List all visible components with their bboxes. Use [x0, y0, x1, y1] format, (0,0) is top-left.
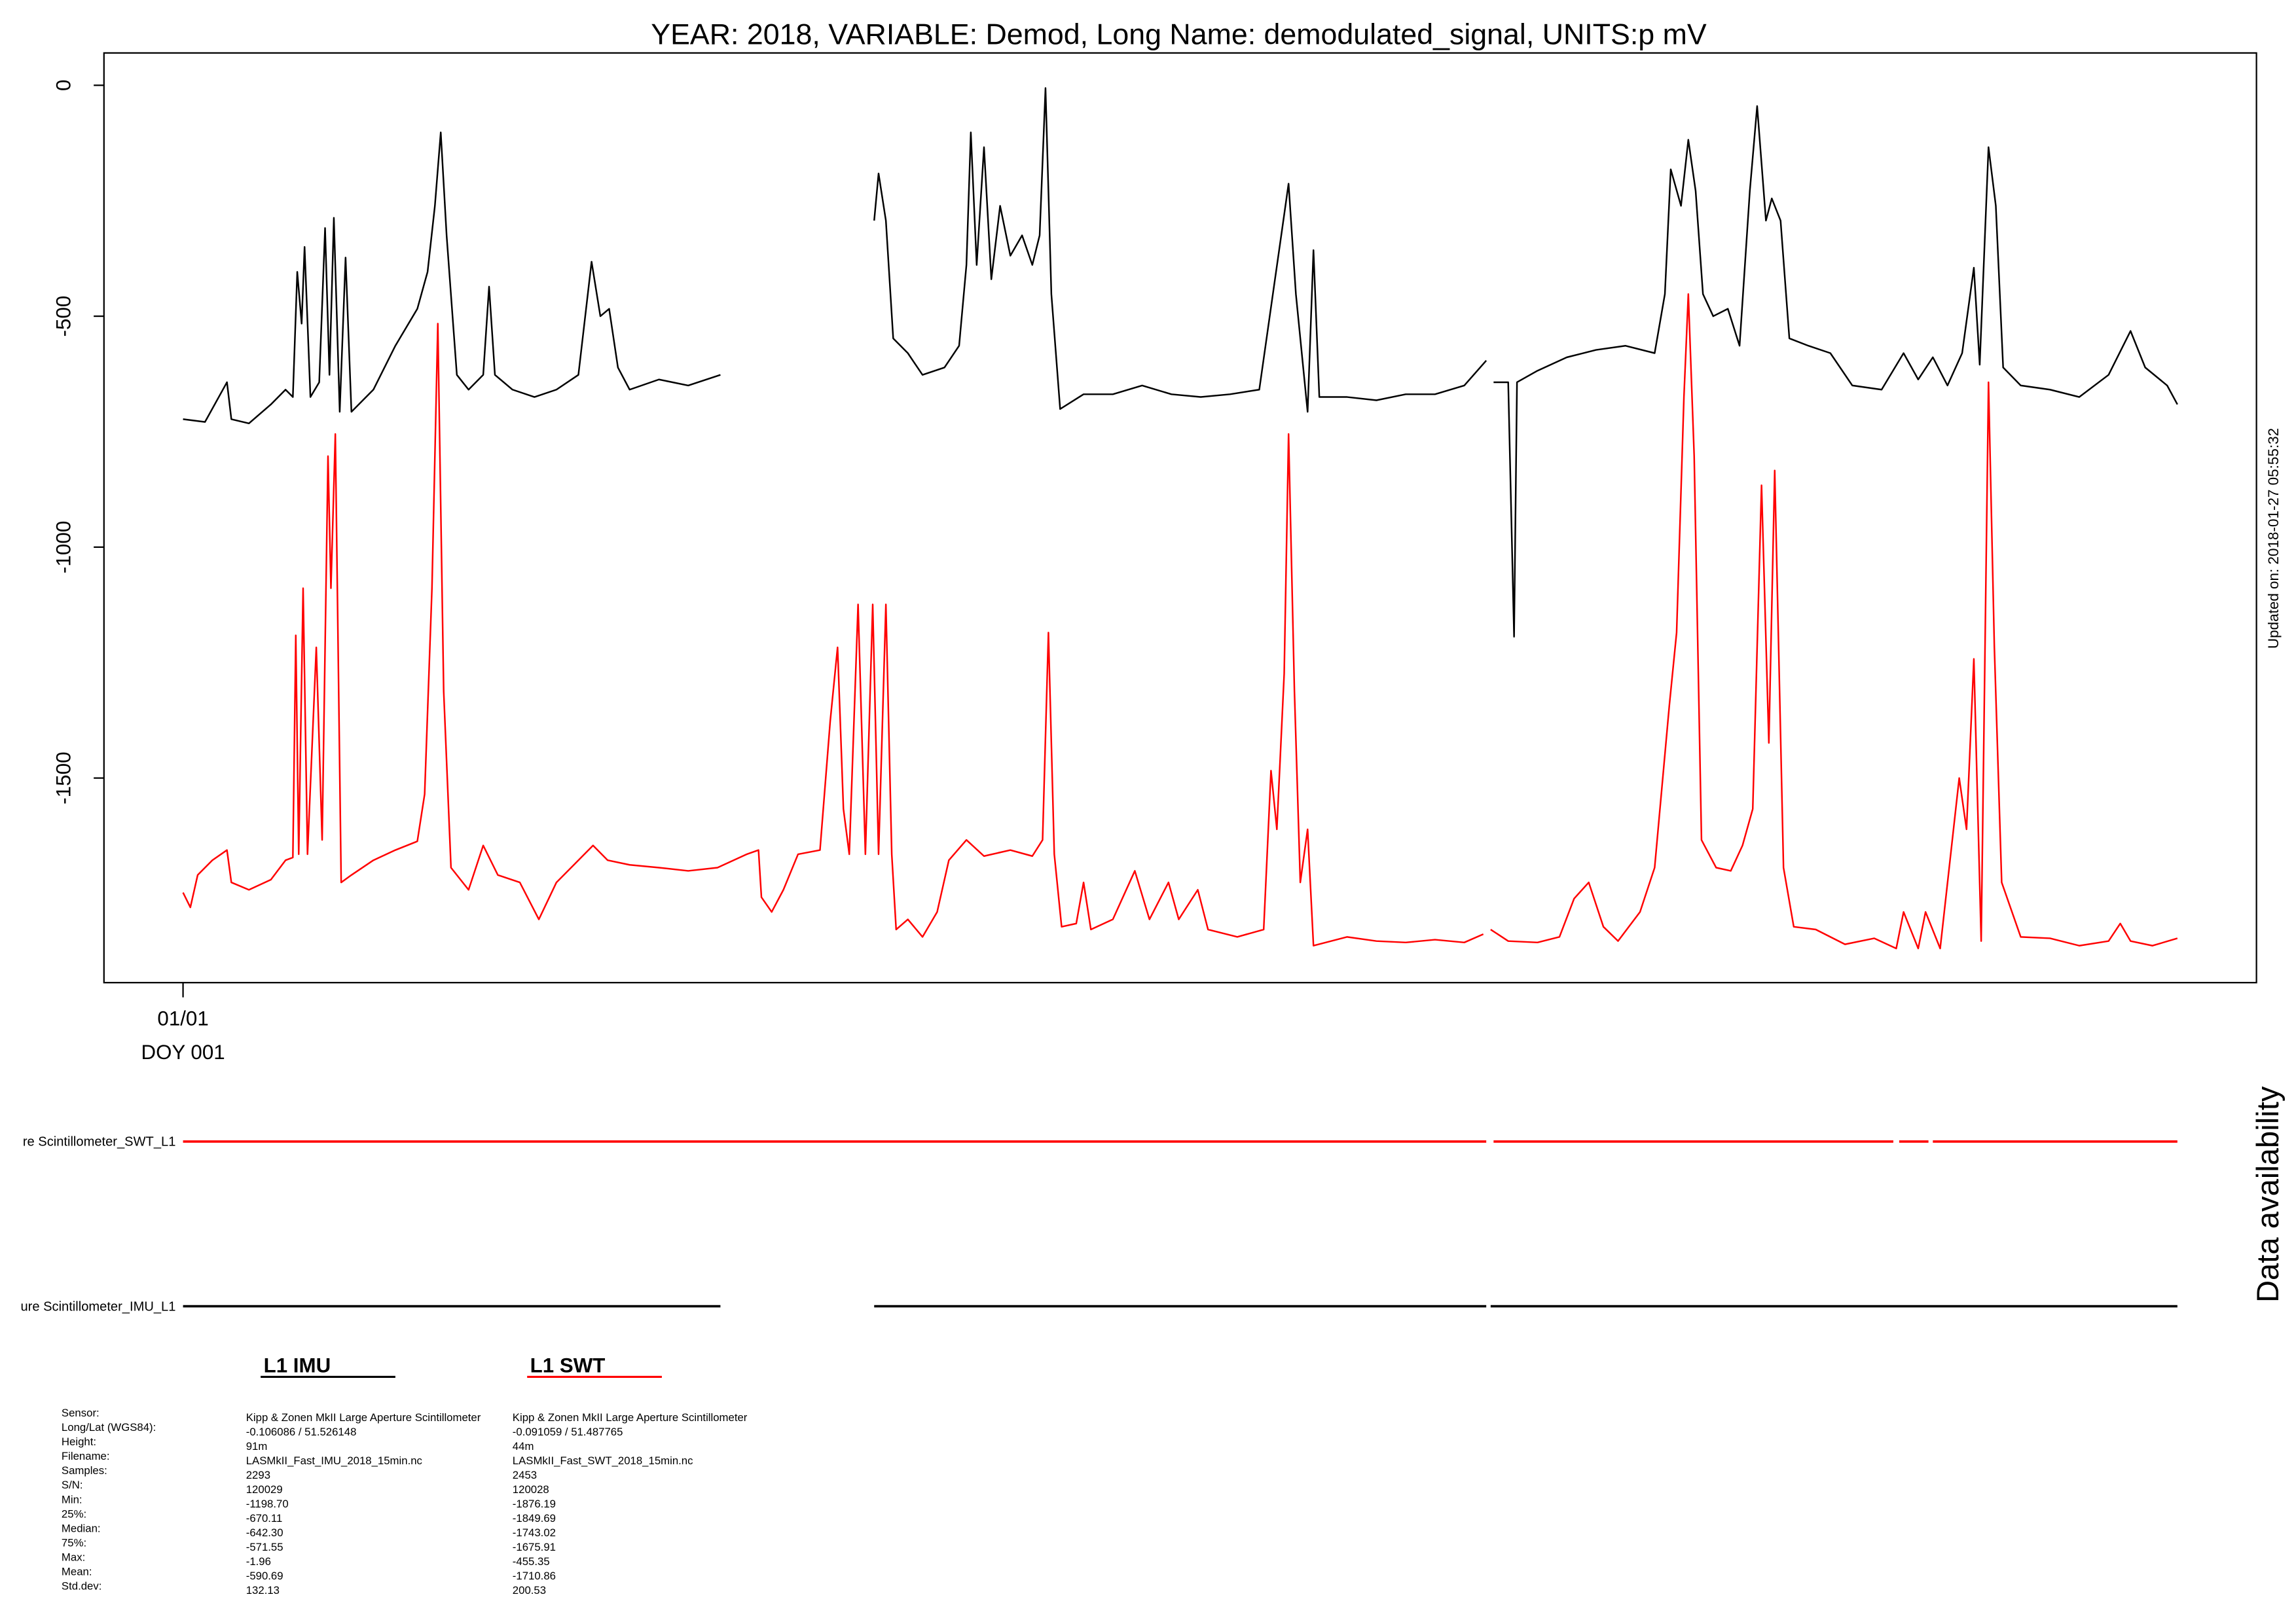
stats-value: -1198.70 [246, 1498, 289, 1510]
stats-value: 120028 [513, 1483, 549, 1496]
y-tick-label: -500 [52, 296, 75, 337]
stats-label: 75%: [62, 1536, 86, 1549]
stats-value: 2293 [246, 1469, 270, 1481]
stats-value: 120029 [246, 1483, 283, 1496]
stats-value: -455.35 [513, 1555, 550, 1568]
stats-label: Std.dev: [62, 1579, 101, 1592]
stats-label: Median: [62, 1522, 101, 1534]
stats-label: Sensor: [62, 1407, 100, 1419]
stats-value: -642.30 [246, 1526, 283, 1539]
stats-value: -571.55 [246, 1541, 283, 1553]
stats-value: -1849.69 [513, 1512, 556, 1525]
stats-value: -1675.91 [513, 1541, 556, 1553]
series-line [182, 293, 2178, 950]
stats-value: 2453 [513, 1469, 537, 1481]
plot-frame [103, 52, 2257, 984]
stats-value: Kipp & Zonen MkII Large Aperture Scintil… [246, 1411, 481, 1424]
y-tick-label: 0 [52, 80, 75, 91]
availability-label: re Scintillometer_SWT_L1 [23, 1135, 176, 1149]
stats-value: Kipp & Zonen MkII Large Aperture Scintil… [513, 1411, 748, 1424]
stats-value: LASMkII_Fast_IMU_2018_15min.nc [246, 1454, 422, 1467]
stats-label: Samples: [62, 1464, 107, 1477]
stats-value: -590.69 [246, 1570, 283, 1582]
stats-value: -1876.19 [513, 1498, 556, 1510]
x-tick-sublabel: DOY 001 [141, 1041, 225, 1064]
stats-label: 25%: [62, 1507, 86, 1520]
stats-value: LASMkII_Fast_SWT_2018_15min.nc [513, 1454, 693, 1467]
stats-label: Mean: [62, 1565, 92, 1578]
updated-note: Updated on: 2018-01-27 05:55:32 [2265, 428, 2282, 649]
stats-value: -0.106086 / 51.526148 [246, 1426, 357, 1438]
y-tick-label: -1000 [52, 521, 75, 573]
chart-title: YEAR: 2018, VARIABLE: Demod, Long Name: … [651, 17, 1707, 50]
stats-label: Min: [62, 1493, 82, 1506]
legend-label: L1 IMU [264, 1354, 331, 1377]
stats-value: -1710.86 [513, 1570, 556, 1582]
stats-label: Max: [62, 1551, 85, 1563]
stats-label: S/N: [62, 1479, 83, 1491]
stats-value: -670.11 [246, 1512, 283, 1525]
stats-value: 132.13 [246, 1584, 280, 1597]
stats-value: -1743.02 [513, 1526, 556, 1539]
stats-value: -1.96 [246, 1555, 271, 1568]
stats-value: 44m [513, 1440, 534, 1453]
availability-label: ure Scintillometer_IMU_L1 [20, 1299, 175, 1314]
stats-value: -0.091059 / 51.487765 [513, 1426, 623, 1438]
stats-label: Long/Lat (WGS84): [62, 1421, 156, 1434]
stats-label: Height: [62, 1435, 96, 1448]
legend-label: L1 SWT [530, 1354, 606, 1377]
series-line [183, 87, 2178, 638]
stats-value: 200.53 [513, 1584, 546, 1597]
stats-label: Filename: [62, 1450, 110, 1462]
y-tick-label: -1500 [52, 751, 75, 804]
x-tick-label: 01/01 [157, 1007, 208, 1030]
stats-value: 91m [246, 1440, 268, 1453]
availability-title: Data availability [2250, 1086, 2285, 1303]
